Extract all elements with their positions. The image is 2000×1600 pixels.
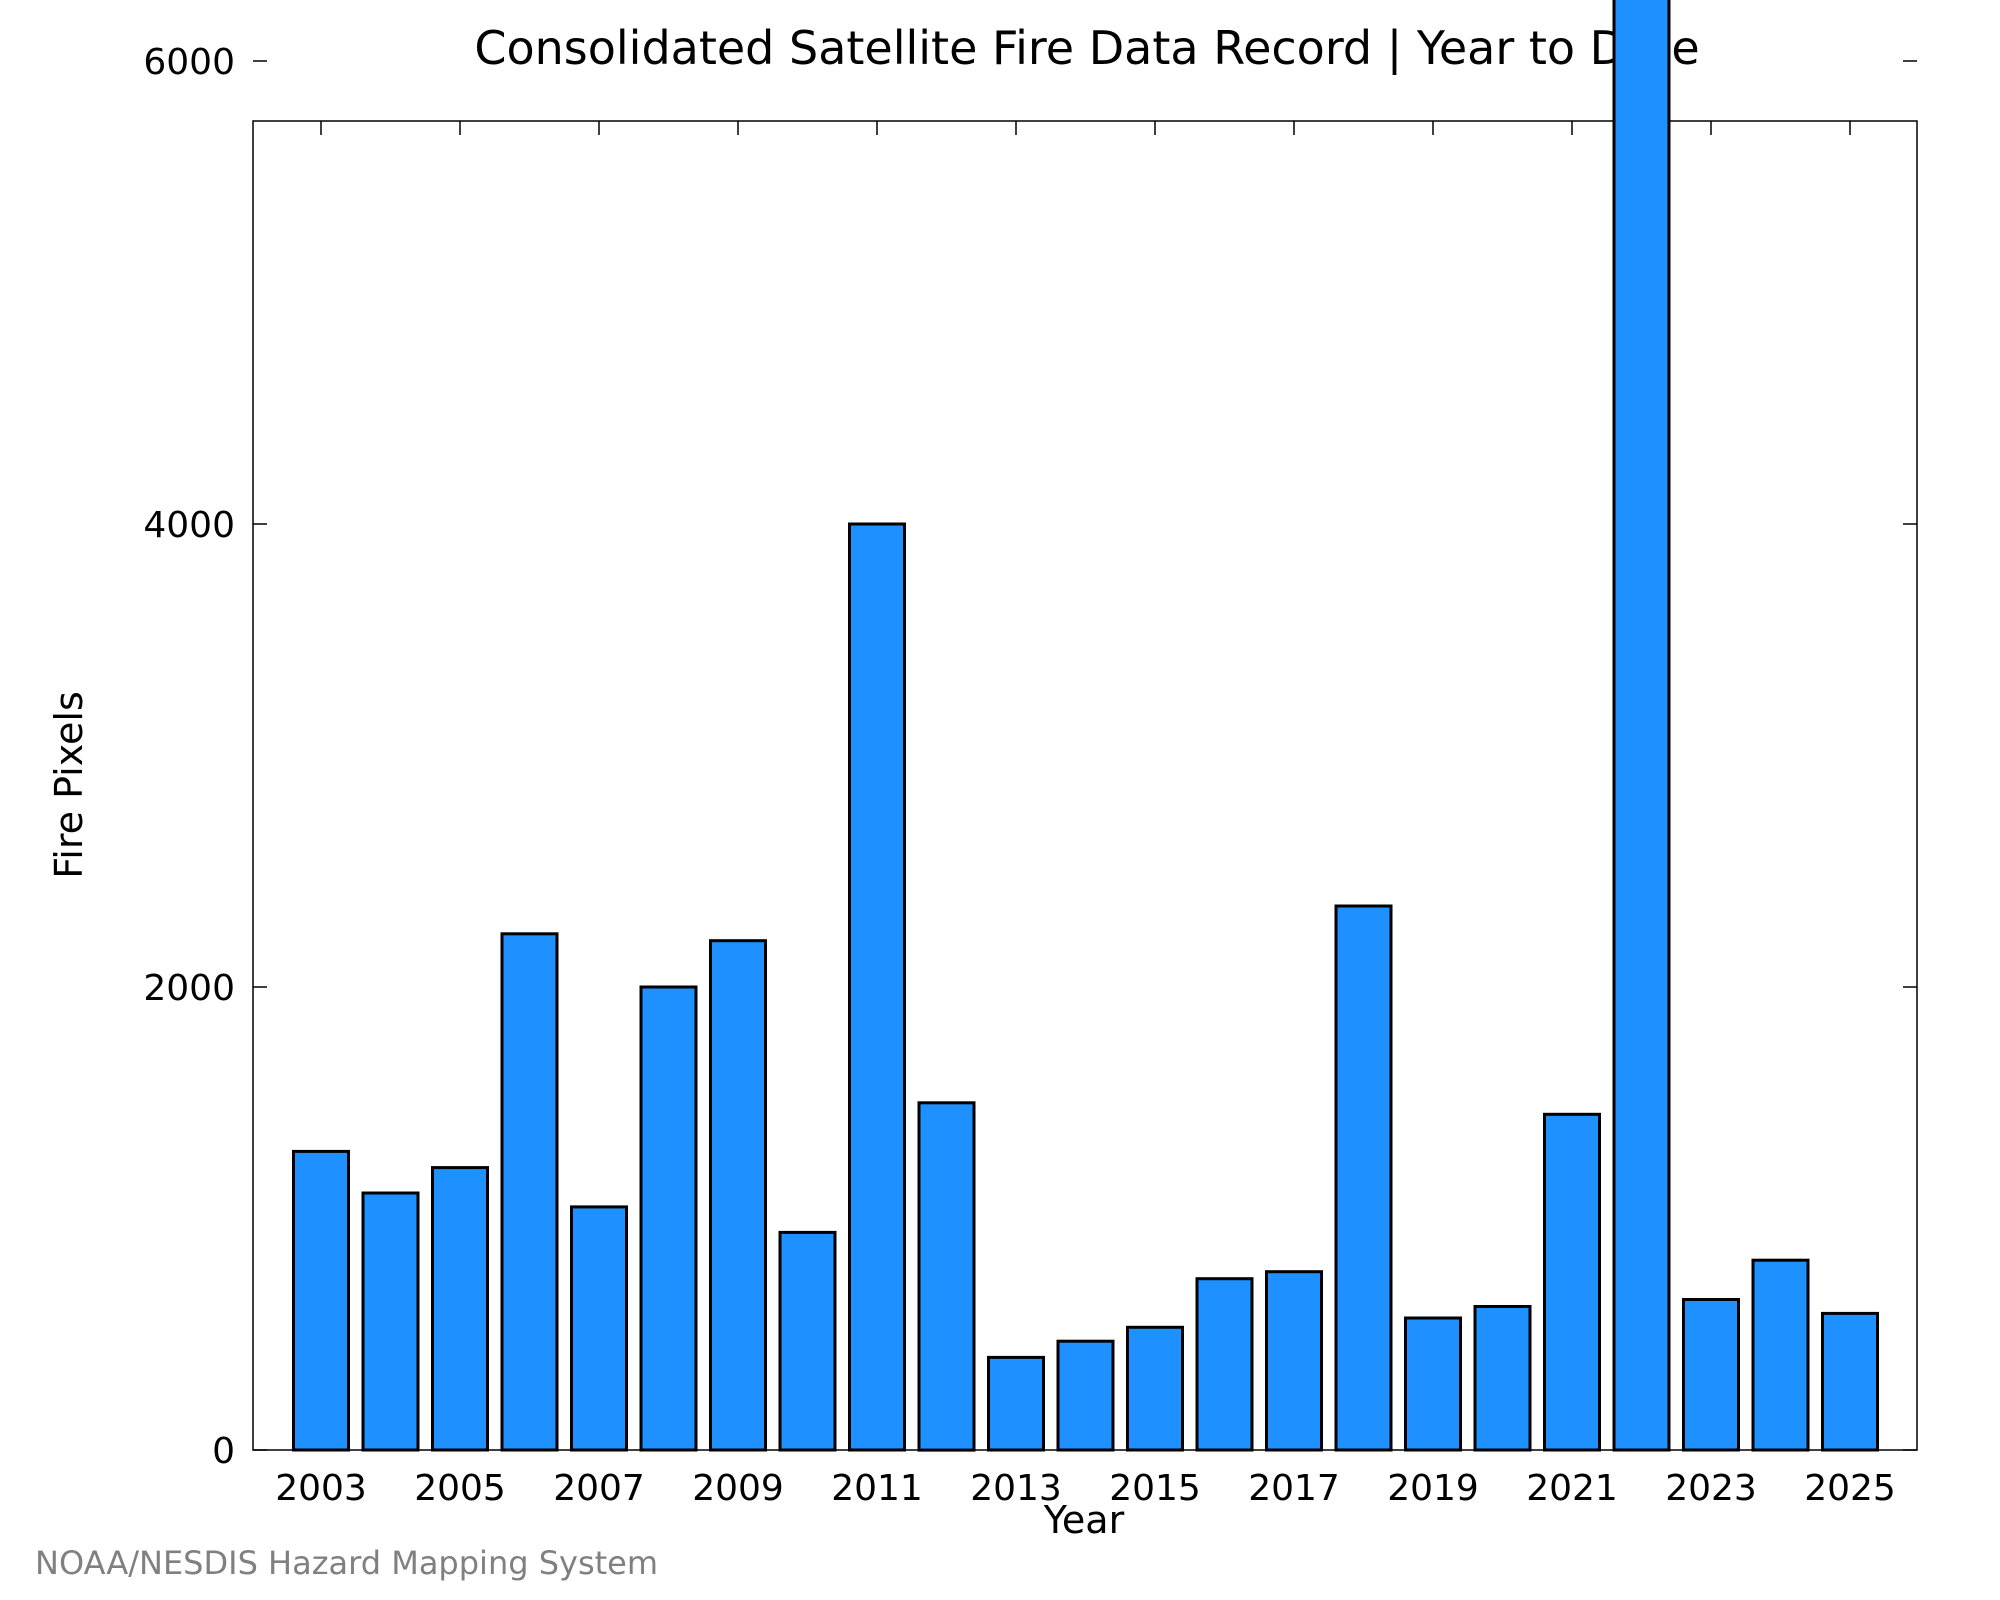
bar-2012: [917, 1101, 976, 1452]
x-tick-label: 2011: [831, 1468, 923, 1509]
bar-2024: [1751, 1258, 1810, 1452]
x-axis: 2003 2005 2007 2009 2011 2013 2015 2017 2019 2021…: [275, 121, 1896, 1509]
bar-2006: [500, 932, 559, 1452]
y-tick-label: 4000: [143, 505, 235, 546]
bar-2018: [1334, 904, 1393, 1452]
bar-2013: [987, 1355, 1045, 1452]
bar-2007: [570, 1205, 628, 1452]
bar-2019: [1404, 1316, 1462, 1452]
bar-2015: [1126, 1325, 1184, 1452]
x-tick-label: 2015: [1109, 1468, 1201, 1509]
bar-2004: [361, 1191, 420, 1452]
bar-2010: [778, 1230, 837, 1452]
bar-2003: [292, 1149, 350, 1452]
bar-2020: [1473, 1305, 1532, 1452]
bar-2025: [1821, 1311, 1879, 1452]
y-tick-label: 2000: [143, 968, 235, 1009]
x-axis-label: Year: [1043, 1498, 1125, 1542]
x-tick-label: 2021: [1526, 1468, 1618, 1509]
bar-2014: [1056, 1339, 1115, 1452]
x-tick-label: 2013: [970, 1468, 1062, 1509]
bar-2005: [431, 1166, 489, 1452]
bar-2021: [1543, 1112, 1601, 1452]
bar-2022: [1612, 0, 1671, 1452]
chart-title: Consolidated Satellite Fire Data Record …: [474, 21, 1699, 76]
y-tick-label: 0: [212, 1431, 235, 1472]
bar-series: [292, 0, 1879, 1452]
x-tick-label: 2017: [1248, 1468, 1340, 1509]
bar-2011: [848, 522, 906, 1452]
bar-2023: [1682, 1298, 1740, 1452]
bar-2016: [1195, 1277, 1254, 1452]
y-axis: 0200040006000800010000: [143, 42, 1917, 1472]
bar-2009: [709, 939, 767, 1452]
x-tick-label: 2025: [1804, 1468, 1896, 1509]
x-tick-label: 2019: [1387, 1468, 1479, 1509]
bar-2017: [1265, 1270, 1323, 1452]
y-axis-label: Fire Pixels: [47, 691, 91, 879]
bar-2008: [639, 985, 698, 1452]
y-tick-label: 6000: [143, 42, 235, 83]
x-tick-label: 2003: [275, 1468, 367, 1509]
x-tick-label: 2007: [553, 1468, 645, 1509]
x-tick-label: 2009: [692, 1468, 784, 1509]
source-credit: NOAA/NESDIS Hazard Mapping System: [35, 1544, 658, 1582]
x-tick-label: 2023: [1665, 1468, 1757, 1509]
x-tick-label: 2005: [414, 1468, 506, 1509]
